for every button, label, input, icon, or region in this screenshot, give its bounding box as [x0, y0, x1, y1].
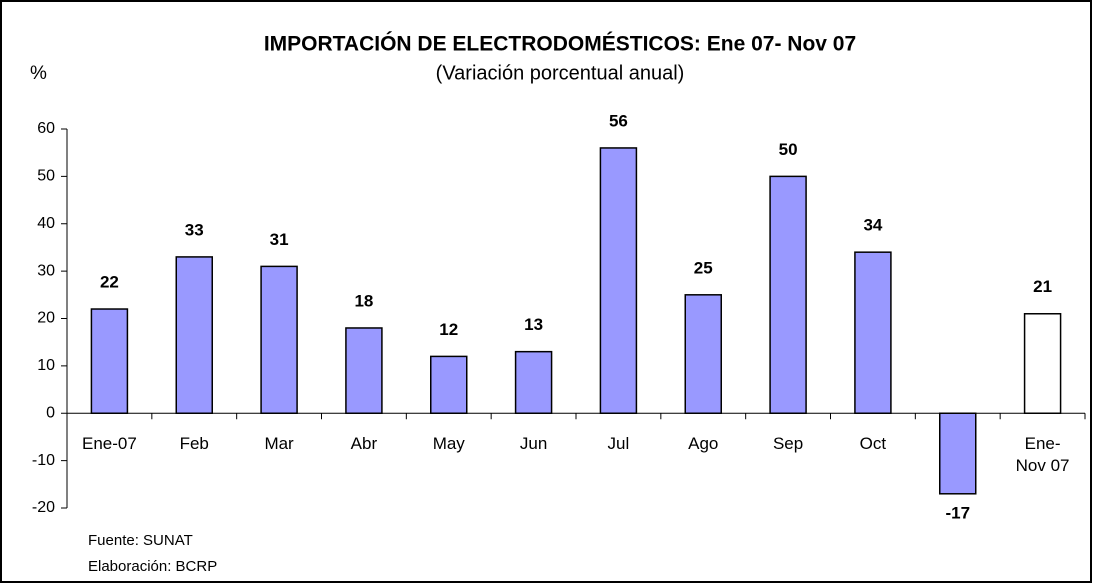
- value-label: 13: [524, 315, 543, 334]
- y-tick-label: 40: [37, 215, 55, 232]
- y-axis-label: %: [30, 63, 47, 84]
- bar: [854, 251, 892, 414]
- x-tick-label: May: [432, 434, 465, 454]
- x-tick-label: Sep: [772, 434, 804, 454]
- x-tick-label: Abr: [350, 434, 378, 454]
- y-tick-label: 50: [37, 168, 55, 185]
- chart-subtitle: (Variación porcentual anual): [436, 62, 685, 84]
- x-tick-label: Ago: [688, 434, 719, 454]
- bar: [430, 355, 468, 414]
- y-tick-label: 60: [37, 120, 55, 137]
- x-tick-label: Oct: [859, 434, 887, 454]
- value-label: 50: [779, 140, 798, 159]
- bar: [345, 327, 383, 415]
- x-tick-label: Feb: [179, 434, 209, 454]
- y-tick-label: 20: [37, 310, 55, 327]
- y-tick-label: 0: [46, 404, 55, 421]
- chart-title: IMPORTACIÓN DE ELECTRODOMÉSTICOS: Ene 07…: [264, 32, 856, 56]
- bar: [175, 256, 213, 414]
- bar: [260, 265, 298, 415]
- bar: [514, 350, 553, 415]
- x-tick-label: Jul: [607, 434, 630, 454]
- value-label: 56: [609, 111, 628, 130]
- y-tick-label: 30: [37, 262, 55, 279]
- x-tick-label: Ene- Nov 07: [1015, 434, 1070, 476]
- bar: [1023, 313, 1062, 415]
- value-label: 25: [694, 258, 713, 277]
- value-label: -17: [945, 503, 970, 522]
- source-note: Fuente: SUNAT: [88, 532, 193, 549]
- y-tick-label: -20: [32, 499, 55, 516]
- bar: [684, 294, 722, 414]
- value-label: 31: [270, 230, 289, 249]
- value-label: 12: [439, 320, 458, 339]
- bar: [90, 308, 129, 414]
- source-note: Elaboración: BCRP: [88, 558, 217, 575]
- bar: [769, 175, 807, 414]
- x-tick-label: Ene-07: [81, 434, 137, 454]
- y-tick-label: -10: [32, 452, 55, 469]
- value-label: 22: [100, 273, 119, 292]
- x-tick-label: Jun: [519, 434, 548, 454]
- value-label: 18: [354, 291, 373, 310]
- value-label: 21: [1033, 277, 1052, 296]
- x-tick-label: Mar: [264, 434, 294, 454]
- bar: [939, 412, 977, 495]
- y-tick-label: 10: [37, 357, 55, 374]
- value-label: 34: [863, 216, 882, 235]
- value-label: 33: [185, 220, 204, 239]
- bar: [599, 147, 638, 414]
